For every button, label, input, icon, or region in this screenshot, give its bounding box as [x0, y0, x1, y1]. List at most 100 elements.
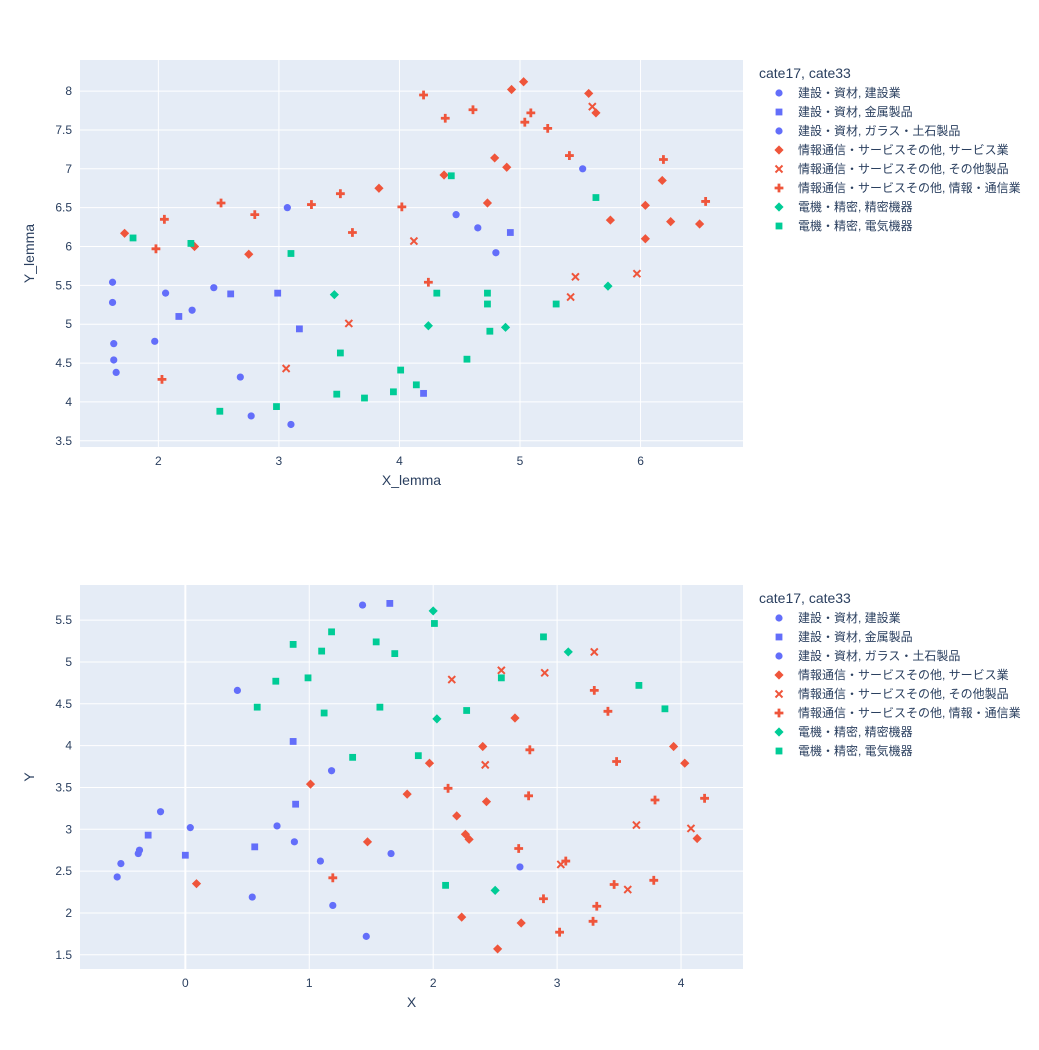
data-point — [431, 620, 438, 627]
data-point — [571, 272, 580, 282]
legend-item[interactable]: 建設・資材, ガラス・土石製品 — [775, 123, 960, 138]
data-point — [657, 175, 667, 186]
legend-item[interactable]: 建設・資材, 建設業 — [775, 85, 901, 100]
series-circle-636efa — [113, 601, 524, 940]
data-point — [510, 713, 520, 723]
data-point — [493, 944, 503, 954]
data-point — [244, 249, 254, 259]
legend-label: 情報通信・サービスその他, その他製品 — [798, 162, 1009, 176]
data-point — [358, 601, 367, 609]
legend-label: 電機・精密, 精密機器 — [798, 199, 913, 214]
y-tick-label: 8 — [65, 84, 72, 98]
series-x-ef553b — [447, 647, 696, 894]
x-tick-label: 0 — [182, 976, 189, 990]
data-point — [283, 204, 291, 212]
data-point — [612, 757, 621, 766]
data-point — [409, 236, 419, 246]
legend-marker — [775, 222, 783, 230]
y-tick-label: 6.5 — [55, 201, 72, 215]
legend-marker — [775, 747, 783, 755]
legend-marker — [774, 708, 784, 718]
legend-item[interactable]: 情報通信・サービスその他, その他製品 — [774, 687, 1009, 701]
legend-marker — [774, 183, 784, 193]
data-point — [113, 873, 121, 881]
data-point — [661, 705, 669, 713]
x-axis-title: X_lemma — [382, 472, 441, 488]
data-point — [478, 741, 488, 752]
data-point — [181, 851, 189, 859]
legend-item[interactable]: 建設・資材, 金属製品 — [775, 629, 913, 644]
data-point — [482, 198, 493, 208]
y-axis-title: Y_lemma — [21, 224, 37, 283]
data-point — [320, 709, 328, 717]
y-tick-label: 3 — [65, 822, 72, 836]
data-point — [463, 707, 471, 714]
legend-marker — [774, 202, 784, 212]
y-axis-title: Y — [21, 772, 37, 782]
data-point — [157, 374, 167, 384]
data-point — [561, 856, 571, 866]
x-tick-label: 4 — [678, 976, 685, 990]
data-point — [700, 793, 709, 803]
legend-item[interactable]: 電機・精密, 電気機器 — [775, 743, 913, 758]
data-point — [186, 824, 194, 832]
data-point — [669, 741, 679, 752]
data-point — [386, 600, 394, 607]
data-point — [457, 912, 467, 922]
legend-label: 電機・精密, 電気機器 — [798, 743, 913, 758]
legend-item[interactable]: 建設・資材, 建設業 — [775, 610, 901, 625]
scatter-chart-lemma: 2 3 4 5 6 3.5 4 4.5 5 5.5 6 6.5 7 7.5 8 X_lemma Y_lemma c… — [21, 60, 1021, 488]
data-point — [372, 638, 380, 646]
data-point — [287, 250, 295, 257]
data-point — [216, 198, 226, 208]
data-point — [110, 340, 118, 348]
data-point — [420, 389, 427, 397]
series-square-636efa — [175, 229, 514, 397]
legend-item[interactable]: 建設・資材, ガラス・土石製品 — [775, 648, 960, 663]
data-point — [391, 650, 399, 658]
data-point — [490, 885, 500, 895]
legend-item[interactable]: 建設・資材, 金属製品 — [775, 104, 913, 119]
legend-label: 情報通信・サービスその他, サービス業 — [798, 668, 1009, 682]
data-point — [376, 703, 384, 711]
data-point — [362, 837, 373, 847]
data-point — [452, 811, 462, 821]
x-tick-label: 2 — [430, 976, 437, 990]
legend-item[interactable]: 情報通信・サービスその他, サービス業 — [774, 668, 1009, 682]
y-tick-label: 5.5 — [55, 278, 72, 292]
data-point — [151, 337, 159, 345]
data-point — [295, 325, 303, 333]
data-point — [361, 394, 368, 402]
legend-label: 建設・資材, 建設業 — [798, 85, 901, 100]
data-point — [253, 703, 261, 711]
legend-label: 建設・資材, ガラス・土石製品 — [798, 648, 960, 663]
legend-item[interactable]: 情報通信・サービスその他, 情報・通信業 — [774, 181, 1021, 195]
plot-area — [80, 585, 743, 969]
legend-label: 電機・精密, 精密機器 — [798, 724, 913, 739]
y-tick-label: 5.5 — [55, 613, 72, 627]
legend-item[interactable]: 情報通信・サービスその他, その他製品 — [774, 162, 1009, 176]
series-circle-636efa — [108, 165, 587, 429]
data-point — [701, 197, 711, 206]
legend-item[interactable]: 電機・精密, 電気機器 — [775, 218, 913, 233]
data-point — [539, 894, 548, 904]
data-point — [305, 779, 316, 789]
data-point — [387, 849, 395, 858]
legend-item[interactable]: 電機・精密, 精密機器 — [774, 199, 913, 214]
legend-item[interactable]: 電機・精密, 精密機器 — [774, 724, 913, 739]
data-point — [443, 783, 453, 793]
data-point — [516, 863, 524, 871]
data-point — [526, 108, 536, 118]
data-point — [555, 927, 564, 937]
data-point — [329, 901, 337, 910]
data-point — [605, 215, 615, 225]
data-point — [463, 355, 471, 363]
data-point — [635, 681, 643, 689]
data-point — [659, 155, 668, 164]
legend-item[interactable]: 情報通信・サービスその他, 情報・通信業 — [774, 706, 1021, 720]
data-point — [316, 857, 325, 865]
legend-item[interactable]: 情報通信・サービスその他, サービス業 — [774, 143, 1009, 157]
